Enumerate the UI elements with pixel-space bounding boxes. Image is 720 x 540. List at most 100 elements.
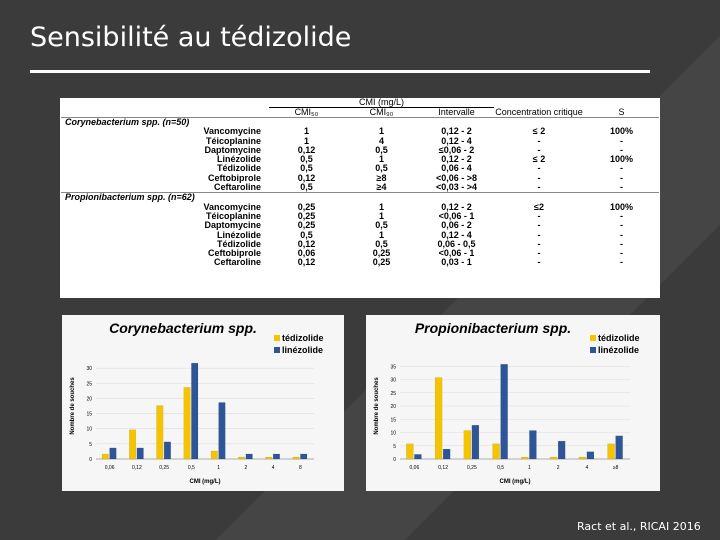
cell: 0,5 — [375, 163, 388, 174]
cell: <0,03 - >4 — [435, 182, 478, 193]
y-tick-label: 15 — [86, 412, 92, 418]
x-tick-label: 0,25 — [467, 465, 477, 471]
bar — [529, 430, 537, 460]
bar — [136, 447, 144, 460]
y-tick-label: 10 — [390, 431, 396, 437]
footer: Ract et al., RICAI 2016 — [577, 520, 701, 533]
cell: <0,06 - 1 — [438, 210, 475, 221]
cell: - — [620, 210, 623, 221]
chart: Corynebacterium spp. tédizolide linézolide… — [70, 320, 324, 485]
drug-name: Linézolide — [216, 229, 261, 240]
x-tick-label: 1 — [528, 465, 531, 471]
x-tick-label: 2 — [557, 465, 560, 471]
bar — [557, 440, 566, 460]
legend-label: linézolide — [282, 345, 323, 355]
column-header: S — [618, 106, 625, 117]
legend-label: linézolide — [598, 345, 639, 355]
slide-title: Sensibilité au tédizolide — [30, 22, 352, 53]
bar — [414, 454, 422, 460]
header-row: CMI₅₀ CMI₉₀ Intervalle Concentration critiq… — [61, 106, 659, 118]
bar — [406, 443, 414, 460]
cell: 0,12 — [297, 238, 316, 249]
bar — [586, 451, 595, 460]
cell: 0,5 — [300, 163, 313, 174]
cell: - — [620, 238, 623, 249]
drug-name: Tédizolide — [216, 238, 261, 249]
bar — [549, 456, 558, 460]
bar — [245, 453, 253, 460]
legend-swatch — [274, 335, 280, 341]
x-tick-label: 4 — [585, 465, 588, 471]
table-row: Vancomycine 1 1 0,12 - 2 ≤ 2 100% — [61, 126, 659, 137]
blank — [61, 108, 269, 118]
cell: - — [537, 238, 541, 249]
bar — [238, 456, 246, 460]
cell: <0,06 - 1 — [438, 248, 475, 259]
column-header: CMI₉₀ — [369, 107, 394, 117]
cell: ≥8 — [376, 172, 387, 183]
table-row: Linézolide 0,5 1 0,12 - 2 ≤ 2 100% — [61, 154, 659, 165]
cell: - — [537, 220, 541, 231]
y-tick-label: 35 — [390, 364, 396, 370]
table-row: Ceftaroline 0,5 ≥4 <0,03 - >4 - - — [61, 183, 659, 193]
cell: 1 — [378, 210, 384, 221]
table-row: Daptomycine 0,25 0,5 0,06 - 2 - - — [61, 220, 659, 231]
cell: ≤0,06 - 2 — [438, 144, 475, 155]
cell: - — [620, 144, 623, 155]
drug-name: Ceftaroline — [213, 182, 261, 193]
chart: Propionibacterium spp. tédizolide linézoli… — [374, 320, 640, 485]
cell: 100% — [609, 126, 634, 137]
cell: - — [537, 257, 541, 268]
bar — [578, 456, 587, 460]
cell: - — [537, 172, 541, 183]
cell: 0,25 — [297, 201, 316, 212]
section-row: Corynebacterium spp. (n=50) — [61, 117, 659, 128]
cell: - — [537, 182, 541, 193]
cell: 100% — [609, 154, 634, 165]
cell: 100% — [609, 201, 634, 212]
cell: 0,5 — [375, 144, 388, 155]
y-tick-label: 5 — [393, 444, 396, 450]
cell: - — [537, 135, 541, 146]
drug-name: Téicoplanine — [205, 135, 261, 146]
legend-swatch — [590, 335, 596, 341]
table-row: Téicoplanine 1 4 0,12 - 4 - - — [61, 135, 659, 146]
cell: 1 — [378, 229, 384, 240]
cell: 0,06 - 0,5 — [437, 238, 476, 249]
x-tick-label: 8 — [299, 465, 302, 471]
bar — [183, 387, 191, 460]
bar — [191, 362, 199, 460]
cell: 4 — [378, 135, 384, 146]
y-tick-label: 20 — [86, 396, 92, 402]
table-row: Ceftobiprole 0,12 ≥8 <0,06 - >8 - - — [61, 172, 659, 183]
cell: 0,12 - 2 — [441, 154, 472, 165]
bar — [210, 450, 218, 460]
table-row: Téicoplanine 0,25 1 <0,06 - 1 - - — [61, 210, 659, 221]
legend-label: tédizolide — [598, 333, 640, 343]
legend-swatch — [274, 347, 280, 353]
bar — [109, 447, 117, 460]
y-tick-label: 0 — [393, 457, 396, 463]
table-row: Vancomycine 0,25 1 0,12 - 2 ≤2 100% — [61, 201, 659, 212]
table-row: Ceftaroline 0,12 0,25 0,03 - 1 - - — [61, 257, 659, 268]
cell: ≤ 2 — [532, 154, 546, 165]
section-label: Propionibacterium spp. (n=62) — [61, 192, 659, 203]
bar — [218, 402, 226, 460]
table-row: Ceftobiprole 0,06 0,25 <0,06 - 1 - - — [61, 248, 659, 259]
cell: <0,06 - >8 — [435, 172, 478, 183]
cell: 0,5 — [375, 220, 388, 231]
cell: 0,12 - 4 — [441, 135, 472, 146]
drug-name: Vancomycine — [203, 126, 261, 137]
bar — [521, 456, 529, 460]
chart-panel: Propionibacterium spp. tédizolide linézoli… — [366, 315, 660, 491]
column-header: CMI₅₀ — [294, 107, 319, 117]
drug-name: Tédizolide — [216, 163, 261, 174]
x-tick-label: 1 — [217, 465, 220, 471]
x-tick-label: 0,25 — [159, 465, 169, 471]
cell: - — [537, 229, 541, 240]
x-tick-label: 0,12 — [132, 465, 142, 471]
x-tick-label: 0,5 — [497, 465, 504, 471]
cell: 1 — [303, 126, 309, 137]
table-row: Linézolide 0,5 1 0,12 - 4 - - — [61, 229, 659, 240]
cell: - — [620, 257, 623, 268]
